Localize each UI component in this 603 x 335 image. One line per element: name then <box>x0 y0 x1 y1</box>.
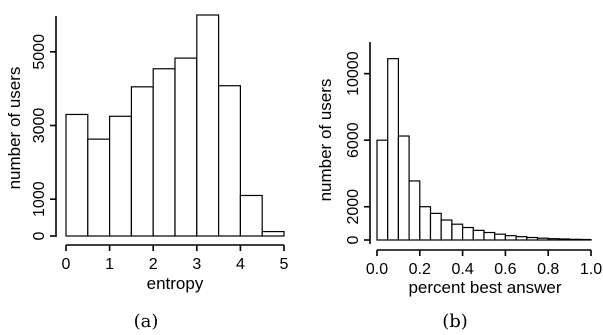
chart-b-bar <box>462 226 474 241</box>
chart-b-x-tick-label: 0.4 <box>451 261 473 278</box>
chart-b-y-tick-label: 0 <box>345 235 362 244</box>
chart-a-bar <box>218 85 242 237</box>
chart-a-x-tick-label: 5 <box>280 256 289 273</box>
chart-a-bar <box>196 14 220 237</box>
chart-b-bar <box>526 236 539 241</box>
chart-b-bar <box>568 238 581 241</box>
chart-a-bars <box>65 14 285 237</box>
chart-b-bar <box>440 219 453 241</box>
chart-b-caption: (b) <box>442 311 468 332</box>
chart-b-bar <box>419 206 432 241</box>
chart-a-x-tick-label: 0 <box>62 256 71 273</box>
chart-b-x-tick-label: 0.6 <box>494 261 516 278</box>
chart-b-bar <box>408 180 421 241</box>
chart-b-x-tick-label: 0.0 <box>366 261 388 278</box>
chart-b-x-ticks: 0.0 0.2 0.4 0.6 0.8 1.0 <box>366 250 602 278</box>
chart-a-bar <box>174 57 198 237</box>
chart-b-y-tick-label: 10000 <box>345 51 362 96</box>
chart-a-y-ticks: 0 1000 3000 5000 <box>31 34 56 240</box>
chart-b-bar <box>472 229 485 241</box>
chart-a-y-tick-label: 3000 <box>31 108 48 144</box>
chart-a-ylabel: number of users <box>5 67 24 190</box>
chart-a-bar <box>239 194 263 237</box>
chart-b-ylabel: number of users <box>316 79 335 202</box>
chart-b-bar <box>387 58 400 241</box>
chart-b-x-tick-label: 0.2 <box>409 261 431 278</box>
chart-a-x-tick-label: 1 <box>105 256 114 273</box>
chart-b-bar <box>451 223 464 241</box>
chart-b-bar <box>483 231 496 241</box>
chart-b-bar <box>494 233 507 241</box>
chart-a-xlabel: entropy <box>147 274 204 293</box>
chart-b-y-tick-label: 2000 <box>345 189 362 225</box>
chart-a-y-tick-label: 5000 <box>31 34 48 70</box>
chart-a: 0 1000 3000 5000 0 1 2 3 4 5 number of users ent… <box>5 14 289 332</box>
chart-b-bar <box>558 238 571 241</box>
chart-a-y-tick-label: 1000 <box>31 181 48 217</box>
chart-a-bar <box>130 86 154 237</box>
chart-b: 0 2000 6000 10000 0.0 0.2 0.4 0.6 0.8 1.0 number… <box>316 42 602 332</box>
chart-a-bar <box>65 113 89 237</box>
chart-b-bar <box>547 238 560 241</box>
chart-a-bar <box>152 68 176 237</box>
chart-b-bar <box>376 139 389 241</box>
chart-b-bar <box>397 135 410 241</box>
chart-a-x-tick-label: 3 <box>192 256 201 273</box>
chart-b-bar <box>504 235 517 241</box>
chart-b-bar <box>536 237 549 241</box>
chart-a-x-tick-label: 2 <box>149 256 158 273</box>
chart-b-bar <box>429 212 442 241</box>
chart-b-y-ticks: 0 2000 6000 10000 <box>345 51 370 244</box>
chart-a-y-tick-label: 0 <box>31 231 48 240</box>
chart-a-x-ticks: 0 1 2 3 4 5 <box>62 245 289 273</box>
chart-a-bar <box>108 115 132 237</box>
chart-b-bars <box>376 58 592 241</box>
chart-a-caption: (a) <box>134 311 159 332</box>
chart-b-y-tick-label: 6000 <box>345 122 362 158</box>
chart-a-bar <box>261 230 285 237</box>
chart-a-x-tick-label: 4 <box>236 256 245 273</box>
chart-b-x-tick-label: 1.0 <box>580 261 602 278</box>
chart-b-bar <box>515 236 528 241</box>
chart-b-x-tick-label: 0.8 <box>537 261 559 278</box>
chart-b-xlabel: percent best answer <box>408 278 561 297</box>
chart-a-bar <box>87 138 111 237</box>
